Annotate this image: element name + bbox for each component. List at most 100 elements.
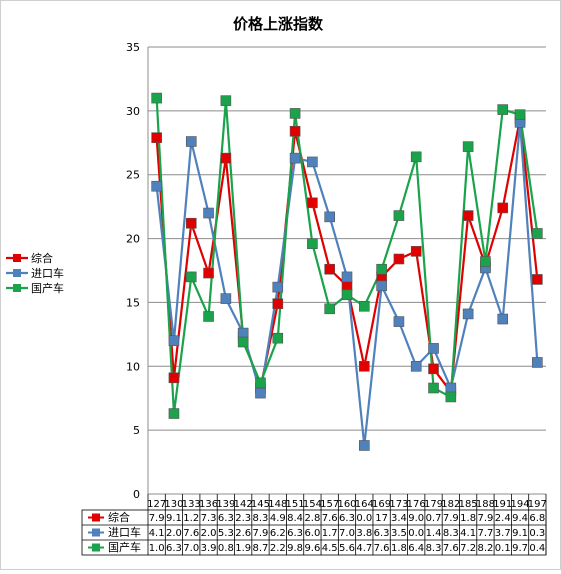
table-cell: 2.3 [235,513,251,524]
x-tick-label: 160 [337,499,356,510]
table-cell: 6.3 [374,528,390,539]
table-cell: 0.4 [529,543,545,554]
data-point [324,263,335,275]
data-point [410,360,422,372]
table-cell: 6.0 [304,528,320,539]
table-cell: 8.3 [253,513,269,524]
legend-label: 进口车 [31,266,64,280]
data-point [532,274,543,285]
data-table: 综合 7.9 9.1 1.2 7.3 6.3 2.3 8.3 4.9 8.4 2.8 7.6 6.3 0.… [81,494,547,556]
y-tick-label: 20 [126,233,140,246]
x-tick-label: 194 [510,499,529,510]
x-tick-label: 176 [407,499,426,510]
table-cell: 2.4 [495,513,511,524]
data-point [307,238,318,249]
y-tick-label: 30 [126,105,140,118]
table-cell: 7.6 [322,513,338,524]
table-cell: 6.8 [529,513,545,524]
table-row-label: 国产车 [108,540,141,554]
data-point [185,136,197,147]
table-cell: 1.7 [322,528,338,539]
table-cell: 0.0 [408,528,424,539]
table-cell: 3.4 [391,513,407,524]
data-point [410,246,422,257]
table-cell: 7.6 [183,528,199,539]
data-point [445,382,457,394]
y-axis-ticks: 0 5 10 15 20 25 30 35 [126,41,140,501]
data-point [428,343,439,354]
data-point [376,263,387,275]
table-cell: 3.5 [391,528,407,539]
table-cell: 7.0 [339,528,355,539]
table-cell: 7.9 [149,513,165,524]
data-point [255,377,266,389]
table-cell: 4.1 [460,528,476,539]
table-cell: 6.3 [287,528,303,539]
table-cell: 6.2 [270,528,286,539]
table-cell: 0.3 [529,528,545,539]
table-cell: 7.9 [443,513,459,524]
data-point [497,104,509,115]
data-point [220,293,232,304]
data-point [255,387,266,399]
data-point [341,280,353,292]
data-point [428,363,439,375]
y-tick-label: 10 [126,360,140,373]
data-point [151,92,162,104]
data-point [410,151,422,163]
x-axis-ticks: 1271301331361391421451481511541571601641… [147,499,547,510]
table-cell: 1.8 [460,513,476,524]
table-cell: 1.0 [149,543,165,554]
x-tick-label: 151 [286,499,305,510]
table-cell: 8.7 [253,543,269,554]
data-point [168,372,180,384]
x-tick-label: 145 [251,499,270,510]
data-point [289,152,301,164]
table-cell: 8.4 [287,513,303,524]
data-point [272,332,284,344]
x-tick-label: 169 [372,499,391,510]
data-point [393,253,405,265]
x-tick-label: 127 [147,499,166,510]
data-point [341,271,353,283]
data-point [168,335,180,347]
data-point [462,210,474,221]
y-tick-label: 15 [126,296,140,309]
table-cell: 2.6 [235,528,251,539]
table-cell: 4.9 [270,513,286,524]
data-point [307,197,318,209]
x-tick-label: 139 [216,499,235,510]
table-row-label: 进口车 [108,525,141,539]
data-point [272,298,284,310]
legend-label: 国产车 [31,281,64,295]
data-point [220,95,232,106]
legend-label: 综合 [31,251,53,265]
table-cell: 6.4 [408,543,424,554]
table-cell: 4.5 [322,543,338,554]
table-cell: 6.3 [218,513,234,524]
x-tick-label: 164 [355,499,374,510]
table-cell: 9.1 [512,528,528,539]
y-tick-label: 0 [133,488,140,501]
x-tick-label: 136 [199,499,218,510]
data-point [289,108,301,119]
data-point [237,336,249,348]
data-point [462,141,474,152]
table-cell: 5.6 [339,543,355,554]
table-cell: 2.2 [270,543,286,554]
x-tick-label: 197 [528,499,547,510]
data-point [393,210,405,221]
table-cell: 2.0 [166,528,182,539]
table-cell: 17 [375,513,388,524]
x-tick-label: 182 [441,499,460,510]
data-point [203,207,214,219]
table-cell: 7.6 [443,543,459,554]
table-cell: 8.3 [443,528,459,539]
data-point [532,357,543,368]
grid-lines [147,46,546,495]
data-point [393,316,405,327]
table-cell: 7.2 [460,543,476,554]
table-cell: 3.8 [356,528,372,539]
